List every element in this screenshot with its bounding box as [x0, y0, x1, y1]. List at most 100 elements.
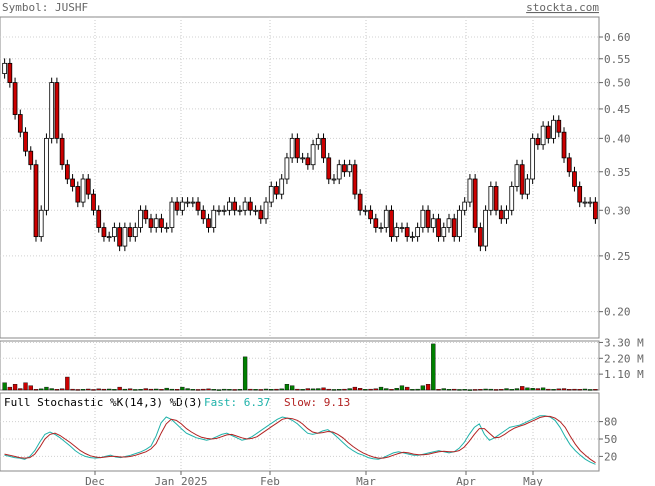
volume-bar [488, 388, 493, 391]
volume-bar [352, 386, 358, 391]
candle-body [38, 209, 44, 238]
candle-body [143, 209, 149, 220]
volume-bar [384, 388, 389, 391]
candle-body [389, 209, 394, 238]
volume-bar [337, 389, 342, 391]
volume-bar [431, 343, 436, 391]
candle-body [101, 227, 107, 238]
volume-bar [567, 389, 572, 391]
candle-body [54, 82, 60, 139]
candle-body [200, 209, 206, 220]
volume-bar [561, 388, 567, 391]
candle-body [112, 227, 117, 238]
price-tick-label: 0.25 [604, 250, 631, 263]
volume-bar [86, 388, 91, 391]
candle-body [514, 164, 520, 187]
volume-bar [143, 388, 148, 391]
candle-body [321, 137, 326, 159]
volume-bar [493, 389, 499, 391]
candle-body [357, 193, 363, 211]
candle-body [509, 186, 515, 211]
volume-bar [478, 389, 483, 391]
volume-bar [347, 388, 352, 391]
candle-body [457, 209, 462, 238]
candle-body [232, 201, 238, 211]
candle-body [28, 150, 34, 166]
price-tick-label: 0.35 [604, 166, 631, 179]
candle-body [221, 209, 227, 212]
candle-body [525, 178, 530, 195]
candle-body [247, 201, 253, 211]
price-tick-label: 0.50 [604, 77, 631, 90]
volume-bar [18, 388, 23, 391]
volume-bar [310, 388, 316, 391]
volume-bar [232, 389, 237, 391]
stochastic-slow-line [4, 415, 596, 464]
candle-body [347, 164, 353, 173]
volume-bar [520, 386, 525, 391]
volume-bar [96, 388, 101, 391]
volume-bar [258, 389, 263, 391]
volume-panel: 3.30 M 2.20 M 1.10 M [0, 336, 644, 391]
candle-body [331, 178, 337, 181]
volume-bar [263, 388, 269, 391]
volume-bar [530, 388, 535, 391]
candle-body [572, 171, 577, 187]
volume-bar [446, 389, 452, 391]
volume-bar [357, 388, 363, 391]
volume-bar [39, 388, 44, 391]
volume-tick-label: 2.20 M [604, 352, 644, 365]
candle-body [268, 186, 274, 203]
x-tick-label: Dec [85, 475, 105, 486]
volume-bar [2, 382, 7, 391]
volume-bar [300, 389, 305, 391]
candle-body [70, 178, 75, 187]
candle-body [216, 209, 222, 212]
volume-bar [7, 386, 13, 391]
volume-bar [180, 386, 185, 391]
candle-body [420, 209, 426, 228]
volume-bar [525, 387, 530, 391]
candle-body [96, 209, 102, 228]
volume-bar [540, 387, 546, 391]
candle-body [242, 201, 248, 211]
volume-bar [577, 389, 582, 391]
volume-bar [436, 389, 441, 391]
candle-body [577, 186, 583, 203]
volume-bar [33, 389, 39, 391]
volume-bar [237, 389, 243, 391]
volume-bar [582, 388, 588, 391]
volume-bar [222, 388, 227, 391]
volume-bar [227, 389, 232, 391]
stochastic-slow-label: Slow: 9.13 [284, 396, 350, 409]
volume-bar [112, 389, 117, 391]
candle-body [127, 227, 133, 238]
candle-body [64, 164, 70, 180]
candle-body [274, 186, 279, 195]
stochastic-panel: Full Stochastic %K(14,3) %D(3) Fast: 6.3… [0, 392, 617, 472]
stochastic-title: Full Stochastic %K(14,3) %D(3) [4, 396, 203, 409]
x-tick-label: May [523, 475, 543, 486]
stochastic-tick-label: 50 [604, 433, 617, 446]
candle-body [410, 236, 415, 239]
price-tick-label: 0.60 [604, 31, 631, 44]
candle-body [545, 125, 551, 139]
price-tick-label: 0.20 [604, 306, 631, 319]
volume-bar [269, 389, 274, 391]
candle-body [587, 201, 593, 204]
volume-bar [405, 386, 410, 391]
candle-body [462, 201, 468, 211]
candle-body [530, 137, 536, 180]
candle-body [483, 209, 488, 247]
candle-body [394, 227, 400, 238]
candle-body [148, 218, 154, 228]
volume-bar [472, 389, 478, 391]
stochastic-fast-label: Fast: 6.37 [204, 396, 270, 409]
candle-body [478, 227, 483, 247]
volume-bar [248, 388, 253, 391]
candle-body [383, 209, 389, 228]
candle-body [49, 82, 55, 139]
price-tick-label: 0.45 [604, 103, 631, 116]
candle-body [153, 218, 159, 228]
volume-bar [279, 388, 284, 391]
